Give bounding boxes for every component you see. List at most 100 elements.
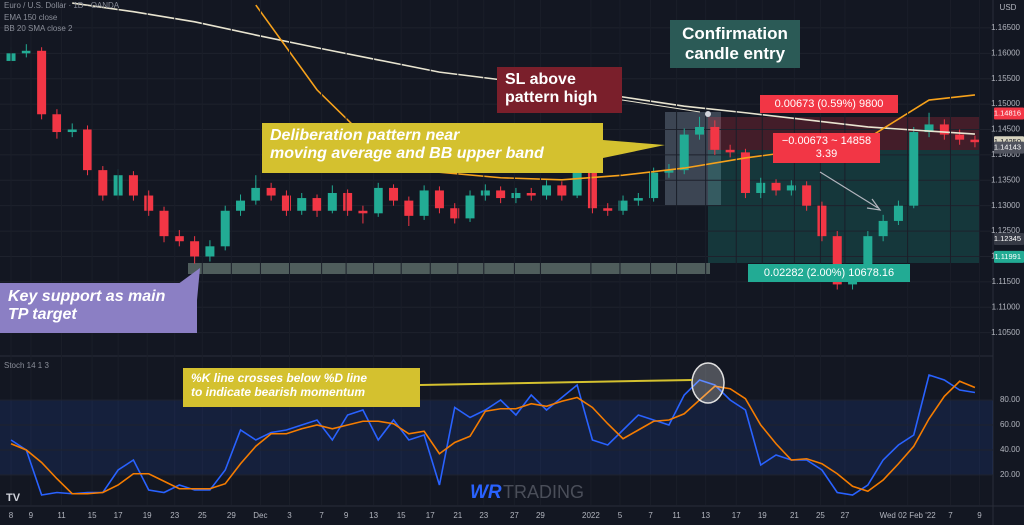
note-line: pattern high xyxy=(505,89,598,107)
candle-body xyxy=(174,236,184,242)
x-tick-label: 21 xyxy=(453,511,462,520)
price-label-box xyxy=(994,107,1024,120)
note-line: candle entry xyxy=(684,43,786,63)
sl-pointer xyxy=(621,99,701,113)
note-line: to indicate bearish momentum xyxy=(191,384,366,399)
stoch-line xyxy=(10,373,976,496)
y-tick-label: 80.00 xyxy=(1000,395,1021,404)
y-tick-label: 20.00 xyxy=(1000,470,1021,479)
x-tick-label: 9 xyxy=(29,511,34,520)
candle-body xyxy=(909,132,919,206)
candle-body xyxy=(802,185,812,206)
candle-body xyxy=(939,124,949,135)
stoch-line xyxy=(10,380,976,495)
candle-body xyxy=(633,198,643,201)
candle-body xyxy=(496,190,506,199)
candle-body xyxy=(480,190,490,196)
y-tick-label: 1.13000 xyxy=(991,201,1020,210)
candle-body xyxy=(236,200,246,211)
candle-body xyxy=(878,220,888,237)
note-line: SL above xyxy=(505,71,576,88)
x-tick-label: 25 xyxy=(816,511,825,520)
candle-body xyxy=(863,236,873,272)
x-tick-label: 21 xyxy=(790,511,799,520)
y-tick-label: 1.11000 xyxy=(992,302,1021,311)
candle-body xyxy=(618,200,628,211)
price-label: 1.14143 xyxy=(994,143,1021,152)
candle-body xyxy=(725,149,735,153)
risk-label: −0.00673 ~ 14858 3.39 xyxy=(773,133,880,163)
note-line: TP target xyxy=(8,306,77,324)
note-line: Confirmation xyxy=(682,24,788,43)
x-tick-label: 23 xyxy=(170,511,179,520)
indicator-label: BB 20 SMA close 2 xyxy=(4,24,73,33)
pane-title: Stoch 14 1 3 xyxy=(4,361,49,370)
currency: USD xyxy=(1000,3,1017,12)
note-line: Deliberation pattern near xyxy=(270,127,460,144)
candle-body xyxy=(266,187,276,196)
x-tick-label: 9 xyxy=(977,511,982,520)
candle-body xyxy=(695,126,705,135)
note-line: moving average and BB upper band xyxy=(270,145,544,163)
candle-body xyxy=(679,134,689,171)
x-tick-label: 7 xyxy=(648,511,653,520)
candle-body xyxy=(312,198,322,211)
x-tick-label: 8 xyxy=(9,511,14,520)
stoch-note: %K line crosses below %D line to indicat… xyxy=(183,368,420,407)
candle-body xyxy=(924,124,934,133)
y-tick-label: 1.10500 xyxy=(991,328,1020,337)
candle-body xyxy=(128,175,138,196)
candle-body xyxy=(955,134,965,140)
x-tick-label: 3 xyxy=(287,511,292,520)
y-tick-label: 1.16000 xyxy=(991,48,1020,57)
support-note: Key support as main TP target xyxy=(0,283,197,333)
candle-body xyxy=(572,170,582,196)
indicator-label: EMA 150 close xyxy=(4,13,58,22)
y-tick-label: 1.11500 xyxy=(992,277,1021,286)
x-tick-label: Dec xyxy=(253,511,267,520)
x-tick-label: 29 xyxy=(536,511,545,520)
candle-body xyxy=(603,208,613,211)
candle-body xyxy=(281,195,291,211)
x-tick-label: 25 xyxy=(198,511,207,520)
candle-body xyxy=(190,241,200,257)
stop-label: 0.00673 (0.59%) 9800 xyxy=(760,95,898,113)
candle-body xyxy=(327,192,337,211)
x-tick-label: 15 xyxy=(397,511,406,520)
candle-body xyxy=(159,210,169,237)
arrow xyxy=(819,171,879,209)
cross-highlight xyxy=(691,362,725,404)
x-tick-label: 13 xyxy=(369,511,378,520)
candle-body xyxy=(450,208,460,219)
x-tick-label: Wed 02 Feb '22 xyxy=(880,511,937,520)
candle-body xyxy=(587,170,597,209)
x-tick-label: 11 xyxy=(672,511,681,520)
candle-body xyxy=(893,205,903,221)
candle-body xyxy=(83,129,93,171)
x-tick-label: 29 xyxy=(227,511,236,520)
sl-point xyxy=(705,111,711,117)
candle-body xyxy=(434,190,444,209)
y-tick-label: 1.15000 xyxy=(991,99,1020,108)
y-tick-label: 1.12500 xyxy=(991,226,1020,235)
x-tick-label: 13 xyxy=(701,511,710,520)
stoch-band xyxy=(0,400,993,475)
candle-body xyxy=(771,182,781,191)
candle-body xyxy=(358,210,368,214)
x-tick-label: 7 xyxy=(948,511,953,520)
price-label-box xyxy=(994,232,1024,245)
watermark-trading: TRADING xyxy=(503,482,584,502)
x-tick-label: 2022 xyxy=(582,511,600,520)
candle-body xyxy=(511,192,521,199)
x-tick-label: 19 xyxy=(143,511,152,520)
price-label-box xyxy=(994,141,1024,154)
y-tick-label: 1.13500 xyxy=(991,175,1020,184)
candle-body xyxy=(664,170,674,173)
note-line: Key support as main xyxy=(8,288,166,305)
candle-body xyxy=(404,200,414,216)
symbol-label: Euro / U.S. Dollar · 1D · OANDA xyxy=(4,1,120,10)
candle-body xyxy=(98,170,108,196)
deliberation-pointer xyxy=(603,140,665,158)
label-line: −0.00673 ~ 14858 xyxy=(781,135,872,147)
